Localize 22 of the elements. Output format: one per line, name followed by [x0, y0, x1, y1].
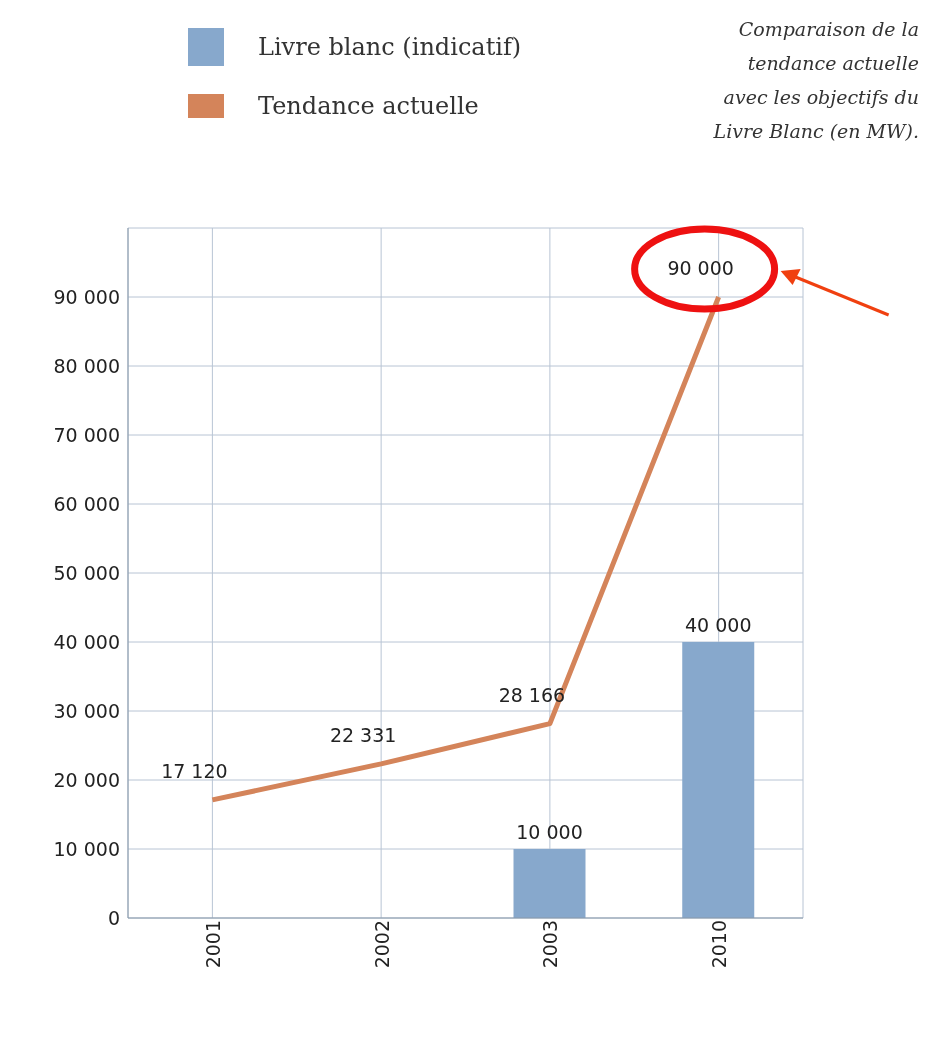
- y-tick-label: 60 000: [53, 492, 120, 515]
- y-tick-label: 0: [107, 906, 120, 929]
- y-tick-label: 70 000: [53, 423, 120, 446]
- x-tick-label: 2010: [708, 920, 731, 969]
- data-label: 10 000: [516, 821, 583, 843]
- y-tick-label: 20 000: [53, 768, 120, 791]
- y-tick-label: 50 000: [53, 561, 120, 584]
- y-tick-label: 10 000: [53, 837, 120, 860]
- data-label: 22 331: [329, 723, 397, 746]
- x-tick-label: 2001: [201, 920, 224, 969]
- x-tick-label: 2003: [539, 920, 562, 969]
- data-label: 90 000: [667, 257, 734, 279]
- y-tick-label: 80 000: [53, 354, 120, 377]
- legend-label: Livre blanc (indicatif): [258, 33, 522, 61]
- data-label: 17 120: [161, 759, 228, 782]
- y-tick-label: 30 000: [53, 699, 120, 722]
- y-tick-label: 40 000: [53, 630, 120, 653]
- data-label: 40 000: [685, 614, 752, 636]
- chart-title: Comparaison de la tendance actuelle avec les objectifs du Livre Blanc (en MW).: [712, 17, 919, 144]
- legend-label: Tendance actuelle: [258, 92, 479, 120]
- y-tick-label: 90 000: [53, 285, 120, 308]
- x-tick-label: 2002: [370, 920, 393, 969]
